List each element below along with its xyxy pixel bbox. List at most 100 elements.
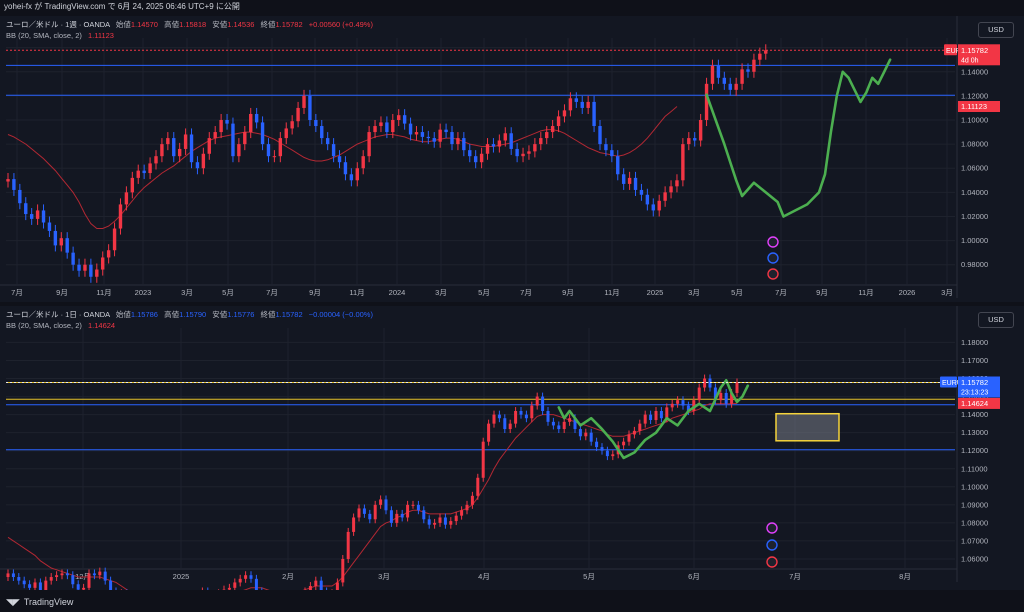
weekly-currency-button[interactable]: USD	[978, 22, 1014, 38]
x-tick-label: 3月	[941, 288, 953, 297]
candle-body	[503, 418, 507, 430]
candle-body	[481, 441, 485, 478]
candle-body	[665, 407, 669, 419]
candle-body	[675, 180, 679, 187]
candle-body	[456, 138, 460, 145]
y-tick-label: 1.12000	[961, 446, 988, 455]
y-tick-label: 1.04000	[961, 188, 988, 197]
candle-body	[33, 582, 37, 588]
weekly-low-label: 安値	[212, 20, 228, 29]
candle-body	[530, 405, 534, 419]
candle-body	[408, 123, 413, 135]
candle-body	[319, 580, 323, 590]
y-tick-label: 1.10000	[961, 482, 988, 491]
candle-body	[524, 414, 528, 419]
daily-high-label: 高値	[164, 310, 180, 319]
daily-symbol: ユーロ／米ドル · 1日 · OANDA	[6, 310, 110, 319]
weekly-chart-pane[interactable]: ユーロ／米ドル · 1週 · OANDA 始値1.14570 高値1.15818…	[0, 16, 1024, 302]
candle-body	[503, 133, 507, 141]
candle-body	[130, 177, 135, 193]
candle-body	[574, 98, 579, 102]
candle-body	[28, 584, 32, 588]
candle-body	[734, 83, 738, 90]
candle-body	[6, 573, 10, 578]
candle-body	[213, 132, 217, 139]
candle-body	[492, 414, 496, 424]
weekly-chart-svg[interactable]: 1.160001.140001.120001.100001.080001.060…	[0, 16, 1024, 302]
weekly-bb-value: 1.11123	[87, 31, 114, 40]
event-icon	[766, 522, 778, 534]
trend-wave-path	[557, 379, 750, 460]
x-tick-label: 7月	[520, 288, 532, 297]
x-tick-label: 11月	[349, 288, 364, 297]
x-tick-label: 2023	[135, 288, 152, 297]
candle-body	[189, 134, 194, 163]
daily-chart-svg[interactable]: 1.180001.170001.160001.150001.140001.130…	[0, 306, 1024, 590]
candle-body	[645, 194, 650, 205]
candle-body	[373, 126, 377, 133]
candle-body	[580, 101, 584, 108]
candle-body	[201, 153, 206, 169]
price-tag-bg	[958, 376, 1000, 398]
y-tick-label: 1.14000	[961, 67, 988, 76]
candle-body	[527, 151, 531, 154]
candle-body	[384, 499, 388, 511]
candle-body	[546, 411, 550, 422]
candle-body	[29, 214, 34, 219]
weekly-close-label: 終値	[260, 20, 276, 29]
y-tick-label: 1.06000	[961, 554, 988, 563]
candle-body	[497, 414, 501, 419]
candle-body	[154, 156, 158, 164]
candle-body	[686, 405, 690, 412]
daily-open-label: 始値	[115, 310, 131, 319]
candle-body	[659, 411, 663, 419]
daily-chart-pane[interactable]: ユーロ／米ドル · 1日 · OANDA 始値1.15786 高値1.15790…	[0, 306, 1024, 590]
candle-body	[35, 210, 40, 219]
candle-body	[586, 101, 590, 108]
x-tick-label: 7月	[266, 288, 278, 297]
candle-body	[308, 586, 312, 590]
candle-body	[59, 238, 63, 246]
candle-body	[491, 144, 496, 147]
daily-change: −0.00004 (−0.00%)	[308, 310, 373, 319]
candle-body	[71, 575, 75, 585]
candle-body	[764, 50, 768, 54]
daily-legend-indicator[interactable]: BB (20, SMA, close, 2) 1.14624	[6, 321, 115, 330]
candle-body	[462, 138, 466, 151]
x-tick-label: 3月	[435, 288, 447, 297]
candle-body	[427, 519, 431, 525]
x-tick-label: 2024	[389, 288, 406, 297]
candle-body	[535, 396, 539, 406]
candle-body	[379, 122, 383, 127]
daily-currency-button[interactable]: USD	[978, 312, 1014, 328]
weekly-high-value: 1.15818	[179, 20, 207, 29]
candle-body	[367, 132, 371, 157]
candle-body	[391, 120, 395, 133]
y-tick-label: 1.00000	[961, 236, 988, 245]
candle-body	[373, 504, 377, 520]
candle-body	[284, 128, 288, 139]
candle-body	[95, 269, 99, 277]
y-tick-label: 1.12000	[961, 91, 988, 100]
candle-body	[722, 77, 727, 84]
candle-body	[533, 144, 537, 152]
candle-body	[266, 144, 271, 157]
candle-body	[426, 136, 431, 139]
candle-body	[663, 192, 667, 201]
candle-body	[87, 573, 91, 588]
candle-body	[611, 454, 615, 457]
candle-body	[573, 418, 577, 430]
candle-body	[6, 179, 10, 182]
x-tick-label: 9月	[309, 288, 321, 297]
candle-body	[11, 573, 15, 578]
candle-body	[610, 150, 614, 157]
candle-body	[314, 580, 318, 587]
weekly-legend-indicator[interactable]: BB (20, SMA, close, 2) 1.11123	[6, 31, 114, 40]
candle-body	[231, 123, 235, 157]
candle-body	[337, 156, 342, 163]
candle-body	[740, 69, 744, 84]
candle-body	[621, 174, 626, 184]
candle-body	[622, 441, 626, 446]
candle-body	[136, 170, 140, 178]
candle-body	[454, 515, 458, 522]
